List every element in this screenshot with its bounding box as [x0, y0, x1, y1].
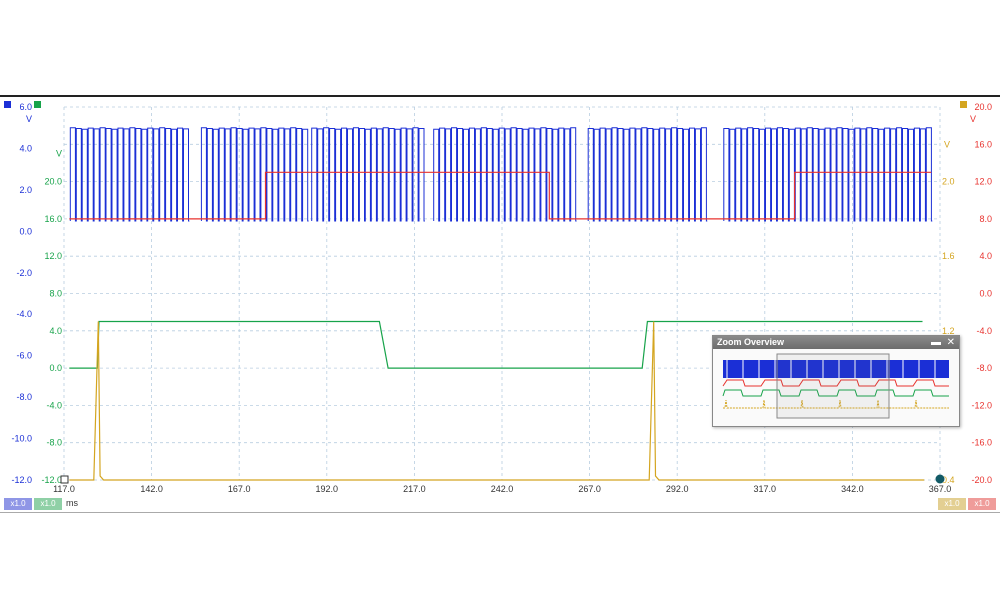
- x-tick-label: 167.0: [228, 484, 251, 494]
- green-tick-label: 20.0: [44, 177, 62, 187]
- x-tick-label: 367.0: [929, 484, 952, 494]
- red-tick-label: -4.0: [976, 326, 992, 336]
- yellow-tick-label: 2.0: [942, 177, 955, 187]
- yellow-tick-label: 1.6: [942, 251, 955, 261]
- red-tick-label: 0.0: [979, 289, 992, 299]
- yellow-unit-label: V: [944, 139, 950, 149]
- zoom-yellow-trace: [723, 399, 949, 409]
- blue-tick-label: -4.0: [16, 309, 32, 319]
- green-scale-badge[interactable]: x1.0: [34, 498, 62, 510]
- green-tick-label: -12.0: [41, 475, 62, 485]
- left-cursor-marker: [60, 475, 69, 484]
- blue-tick-label: 4.0: [19, 143, 32, 153]
- minimize-icon[interactable]: ▬: [931, 337, 941, 348]
- green-tick-label: 16.0: [44, 214, 62, 224]
- series-blue: [69, 127, 933, 222]
- zoom-overview-panel[interactable]: Zoom Overview ▬ ✕: [712, 335, 960, 427]
- green-tick-label: 4.0: [49, 326, 62, 336]
- green-channel-marker: [34, 101, 41, 108]
- green-tick-label: 8.0: [49, 289, 62, 299]
- zoom-overview-titlebar[interactable]: Zoom Overview ▬ ✕: [713, 336, 959, 349]
- x-tick-label: 267.0: [578, 484, 601, 494]
- series-yellow: [69, 321, 925, 481]
- zoom-green-trace: [722, 389, 949, 397]
- x-tick-label: 317.0: [754, 484, 777, 494]
- blue-tick-label: 6.0: [19, 102, 32, 112]
- waveform-plot[interactable]: 6.0 4.0 2.0 0.0 -2.0 -4.0 -6.0 -8.0 -10.0 -12.0 V 2…: [0, 97, 1000, 512]
- x-tick-label: 192.0: [316, 484, 339, 494]
- zoom-overview-title: Zoom Overview: [717, 337, 785, 347]
- green-tick-label: -8.0: [46, 438, 62, 448]
- red-tick-label: 20.0: [974, 102, 992, 112]
- blue-tick-label: 0.0: [19, 226, 32, 236]
- yellow-tick-label: 1.2: [942, 326, 955, 336]
- blue-tick-label: -6.0: [16, 351, 32, 361]
- yellow-channel-marker: [960, 101, 967, 108]
- zoom-window-frame: [776, 353, 890, 419]
- blue-tick-label: -2.0: [16, 268, 32, 278]
- blue-scale-badge[interactable]: x1.0: [4, 498, 32, 510]
- red-tick-label: 12.0: [974, 177, 992, 187]
- red-tick-label: -8.0: [976, 363, 992, 373]
- series-red: [69, 171, 932, 220]
- x-tick-label: 217.0: [403, 484, 426, 494]
- x-tick-label: 117.0: [53, 484, 75, 494]
- zoom-overview-thumbnail[interactable]: [713, 350, 959, 426]
- right-cursor-marker: [935, 474, 945, 484]
- green-tick-label: 0.0: [49, 363, 62, 373]
- x-unit-label: ms: [66, 498, 78, 508]
- blue-tick-label: 2.0: [19, 185, 32, 195]
- green-unit-label: V: [56, 149, 62, 159]
- x-tick-label: 142.0: [140, 484, 163, 494]
- blue-tick-label: -12.0: [11, 475, 32, 485]
- zoom-red-trace: [722, 379, 949, 387]
- red-scale-badge[interactable]: x1.0: [968, 498, 996, 510]
- blue-channel-marker: [4, 101, 11, 108]
- yellow-tick-label: 0.4: [942, 475, 955, 485]
- blue-tick-label: -8.0: [16, 392, 32, 402]
- red-tick-label: 16.0: [974, 139, 992, 149]
- red-tick-label: -20.0: [971, 475, 992, 485]
- red-tick-label: 8.0: [979, 214, 992, 224]
- red-unit-label: V: [970, 114, 976, 124]
- red-tick-label: -16.0: [971, 438, 992, 448]
- x-tick-label: 342.0: [841, 484, 864, 494]
- x-tick-label: 292.0: [666, 484, 689, 494]
- oscilloscope-view[interactable]: 6.0 4.0 2.0 0.0 -2.0 -4.0 -6.0 -8.0 -10.0 -12.0 V 2…: [0, 95, 1000, 513]
- green-tick-label: 12.0: [44, 251, 62, 261]
- x-tick-label: 242.0: [491, 484, 514, 494]
- red-tick-label: -12.0: [971, 400, 992, 410]
- red-tick-label: 4.0: [979, 251, 992, 261]
- close-icon[interactable]: ✕: [946, 337, 955, 348]
- green-tick-label: -4.0: [46, 400, 62, 410]
- zoom-blue-band: [723, 360, 949, 378]
- blue-tick-label: -10.0: [11, 434, 32, 444]
- blue-unit-label: V: [26, 114, 32, 124]
- yellow-scale-badge[interactable]: x1.0: [938, 498, 966, 510]
